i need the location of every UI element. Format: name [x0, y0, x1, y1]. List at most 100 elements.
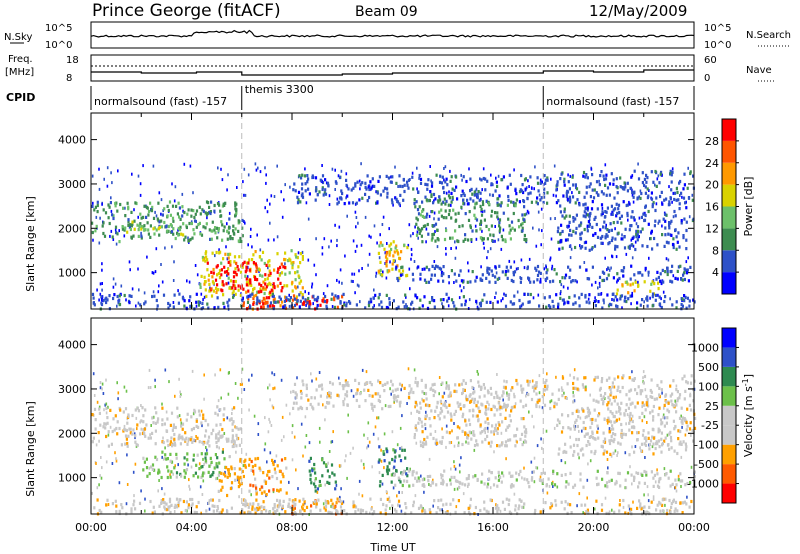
heatmap-cell: [668, 447, 671, 451]
heatmap-cell: [391, 267, 394, 271]
heatmap-cell: [131, 287, 134, 291]
heatmap-cell: [494, 265, 497, 269]
heatmap-cell: [280, 378, 283, 382]
heatmap-cell: [383, 432, 386, 436]
heatmap-cell: [689, 381, 693, 385]
heatmap-cell: [196, 436, 199, 440]
heatmap-cell: [440, 407, 443, 411]
heatmap-cell: [176, 231, 179, 235]
heatmap-cell: [188, 221, 191, 226]
heatmap-cell: [212, 289, 215, 293]
heatmap-cell: [609, 428, 613, 432]
heatmap-cell: [475, 201, 478, 205]
heatmap-cell: [690, 465, 693, 469]
heatmap-cell: [125, 428, 128, 433]
heatmap-cell: [382, 452, 385, 456]
heatmap-cell: [284, 262, 286, 266]
heatmap-cell: [209, 237, 212, 241]
heatmap-cell: [177, 463, 179, 467]
heatmap-cell: [420, 505, 423, 509]
heatmap-cell: [445, 483, 448, 487]
heatmap-cell: [431, 236, 434, 240]
heatmap-cell: [301, 296, 305, 300]
heatmap-cell: [416, 218, 419, 222]
heatmap-cell: [572, 394, 575, 398]
heatmap-cell: [114, 228, 117, 232]
heatmap-cell: [218, 269, 222, 273]
heatmap-cell: [674, 424, 677, 429]
heatmap-cell: [650, 229, 653, 233]
heatmap-cell: [563, 507, 566, 511]
heatmap-cell: [284, 306, 288, 310]
heatmap-cell: [304, 298, 307, 302]
heatmap-cell: [248, 378, 250, 382]
heatmap-cell: [674, 401, 677, 405]
heatmap-cell: [552, 469, 555, 473]
heatmap-cell: [401, 383, 403, 387]
heatmap-cell: [630, 243, 633, 247]
heatmap-cell: [410, 257, 412, 261]
heatmap-cell: [610, 478, 613, 482]
heatmap-cell: [515, 439, 517, 443]
heatmap-cell: [99, 216, 101, 220]
heatmap-cell: [496, 373, 498, 376]
heatmap-cell: [154, 385, 156, 389]
heatmap-cell: [592, 196, 596, 200]
heatmap-cell: [220, 510, 223, 514]
heatmap-cell: [655, 184, 658, 188]
heatmap-cell: [536, 278, 539, 282]
heatmap-cell: [421, 441, 424, 445]
heatmap-cell: [565, 480, 568, 484]
heatmap-cell: [567, 414, 570, 418]
heatmap-cell: [608, 398, 611, 402]
heatmap-cell: [381, 482, 384, 486]
heatmap-cell: [638, 481, 641, 485]
heatmap-cell: [421, 209, 424, 213]
heatmap-cell: [183, 238, 186, 242]
heatmap-cell: [401, 414, 403, 418]
heatmap-cell: [341, 295, 344, 299]
heatmap-cell: [464, 237, 467, 241]
heatmap-cell: [608, 241, 611, 245]
heatmap-cell: [269, 301, 273, 305]
heatmap-cell: [272, 282, 275, 286]
heatmap-cell: [195, 505, 198, 509]
heatmap-cell: [600, 241, 603, 245]
heatmap-cell: [508, 498, 511, 502]
heatmap-cell: [144, 497, 146, 501]
heatmap-cell: [233, 255, 237, 259]
heatmap-cell: [673, 197, 676, 202]
heatmap-cell: [176, 406, 179, 410]
heatmap-cell: [255, 498, 258, 502]
heatmap-cell: [669, 279, 672, 283]
heatmap-cell: [408, 392, 411, 396]
heatmap-cell: [291, 280, 294, 284]
heatmap-cell: [243, 260, 246, 264]
heatmap-cell: [397, 476, 400, 480]
heatmap-cell: [433, 266, 436, 270]
heatmap-cell: [224, 470, 226, 474]
heatmap-cell: [606, 418, 609, 423]
heatmap-cell: [414, 401, 418, 405]
heatmap-cell: [619, 499, 621, 502]
heatmap-cell: [314, 189, 318, 193]
heatmap-cell: [587, 462, 589, 466]
heatmap-cell: [486, 179, 489, 183]
heatmap-cell: [633, 377, 636, 381]
heatmap-cell: [630, 302, 632, 306]
heatmap-cell: [493, 413, 496, 417]
heatmap-cell: [170, 230, 174, 234]
heatmap-cell: [589, 459, 592, 463]
heatmap-cell: [352, 280, 354, 283]
heatmap-cell: [432, 388, 435, 393]
heatmap-cell: [668, 221, 671, 225]
heatmap-cell: [604, 496, 607, 500]
heatmap-cell: [691, 198, 694, 202]
heatmap-cell: [602, 225, 605, 229]
heatmap-cell: [289, 412, 291, 416]
heatmap-cell: [557, 452, 560, 456]
heatmap-cell: [388, 468, 391, 472]
heatmap-cell: [272, 285, 275, 289]
heatmap-cell: [366, 174, 369, 178]
heatmap-cell: [547, 304, 551, 308]
